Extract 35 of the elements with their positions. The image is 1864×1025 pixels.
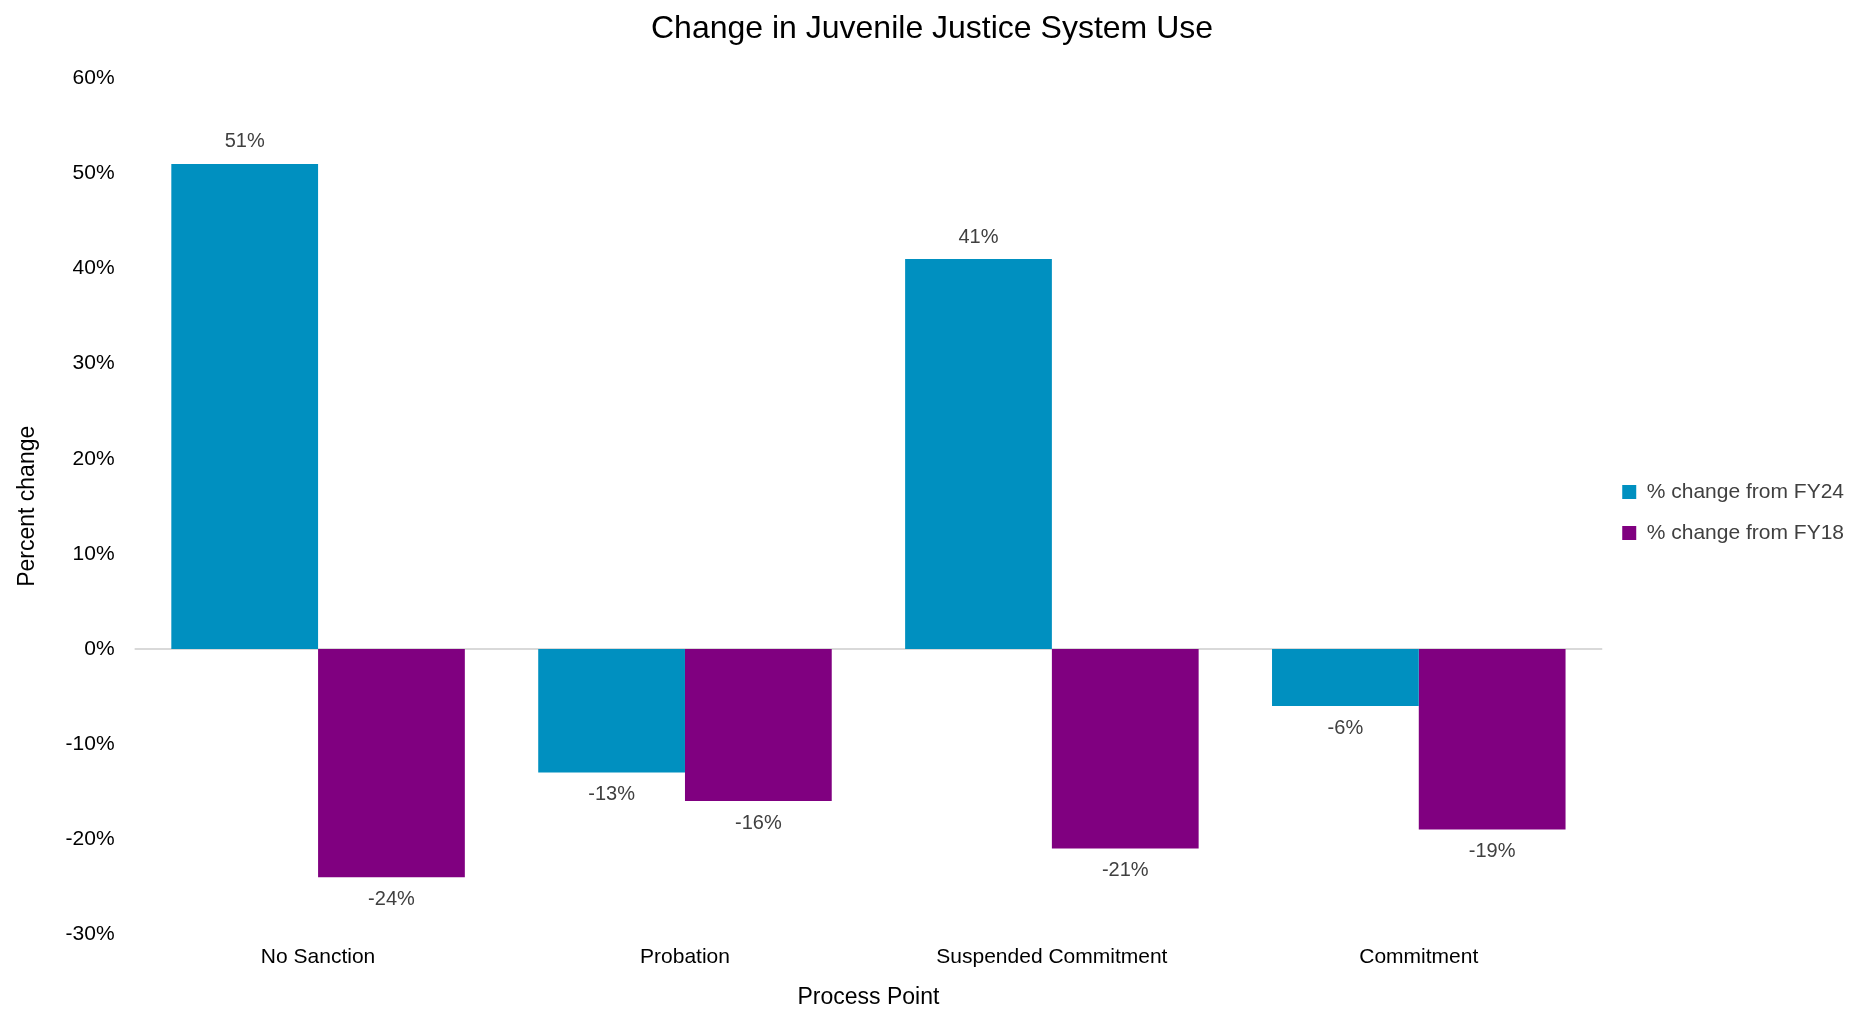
data-label: 41% bbox=[958, 224, 999, 247]
y-tick-label: -30% bbox=[65, 921, 115, 944]
data-label: -13% bbox=[588, 782, 636, 805]
legend-label: % change from FY24 bbox=[1646, 478, 1845, 502]
x-tick-label: No Sanction bbox=[260, 943, 376, 967]
bar bbox=[171, 163, 319, 649]
bar bbox=[684, 648, 832, 802]
data-label: 51% bbox=[224, 129, 265, 152]
y-tick-label: 60% bbox=[72, 65, 115, 89]
y-axis-title: Percent change bbox=[13, 425, 40, 587]
bar bbox=[538, 648, 685, 773]
x-tick-label: Probation bbox=[640, 943, 730, 967]
chart-title: Change in Juvenile Justice System Use bbox=[650, 9, 1214, 46]
y-tick-label: -20% bbox=[65, 825, 115, 849]
y-tick-label: 30% bbox=[72, 350, 115, 374]
x-axis-title: Process Point bbox=[797, 982, 940, 1009]
bar bbox=[1051, 648, 1199, 849]
data-label: -19% bbox=[1468, 839, 1516, 862]
y-tick-label: 20% bbox=[72, 445, 115, 469]
data-label: -24% bbox=[368, 886, 416, 909]
x-tick-label: Commitment bbox=[1359, 943, 1479, 967]
data-label: -6% bbox=[1327, 715, 1364, 738]
y-tick-label: 40% bbox=[72, 255, 115, 279]
bar bbox=[1272, 648, 1419, 706]
x-tick-label: Suspended Commitment bbox=[936, 943, 1168, 967]
bar bbox=[318, 648, 465, 878]
data-label: -16% bbox=[735, 810, 782, 833]
y-tick-label: 50% bbox=[72, 160, 115, 184]
bar bbox=[1418, 648, 1566, 830]
data-label: -21% bbox=[1101, 858, 1149, 881]
legend-label: % change from FY18 bbox=[1646, 519, 1844, 543]
bar bbox=[905, 259, 1052, 649]
y-tick-label: 0% bbox=[84, 635, 115, 659]
y-tick-label: 10% bbox=[72, 540, 115, 564]
y-tick-label: -10% bbox=[65, 730, 115, 754]
